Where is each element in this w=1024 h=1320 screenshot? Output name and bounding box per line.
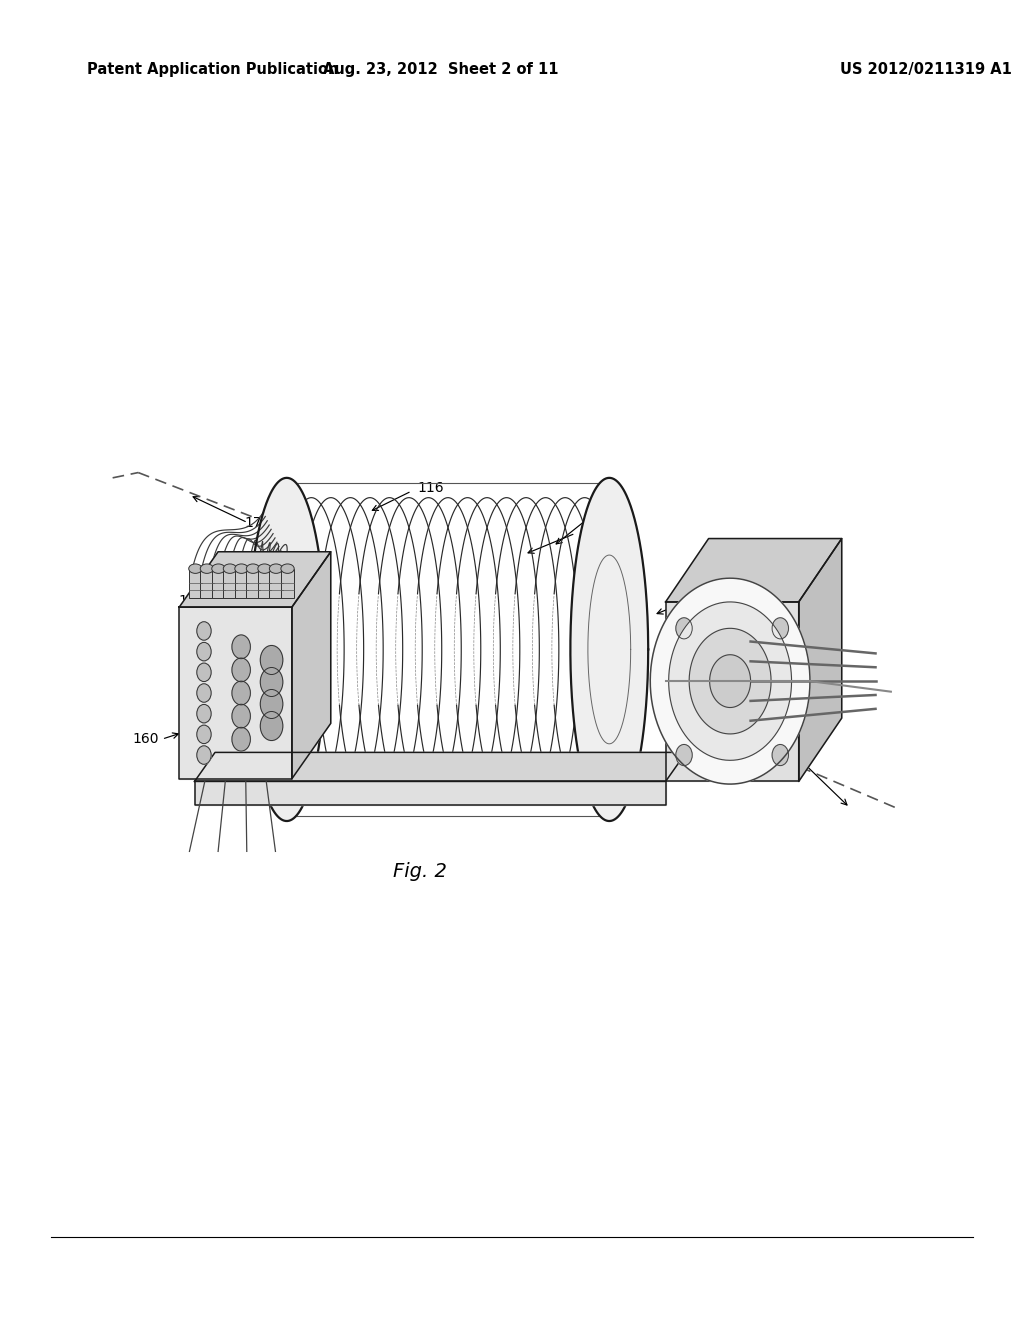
Text: 130: 130: [197, 638, 223, 651]
Circle shape: [197, 663, 211, 681]
Circle shape: [260, 668, 283, 697]
Circle shape: [197, 725, 211, 743]
Text: 140: 140: [604, 502, 631, 515]
Circle shape: [231, 705, 250, 729]
Circle shape: [260, 645, 283, 675]
Bar: [223, 569, 237, 598]
Circle shape: [231, 657, 250, 681]
Text: 132: 132: [254, 772, 281, 785]
Polygon shape: [292, 552, 331, 779]
Circle shape: [231, 635, 250, 659]
Ellipse shape: [234, 564, 248, 573]
Circle shape: [197, 622, 211, 640]
Circle shape: [197, 746, 211, 764]
Polygon shape: [669, 602, 792, 760]
Text: Patent Application Publication: Patent Application Publication: [87, 62, 339, 78]
Ellipse shape: [258, 564, 271, 573]
Text: 116: 116: [418, 482, 444, 495]
Polygon shape: [666, 602, 799, 781]
Text: 112: 112: [739, 663, 766, 676]
Text: 110: 110: [748, 640, 774, 653]
Bar: [234, 569, 248, 598]
Circle shape: [260, 689, 283, 718]
Text: 114: 114: [696, 590, 723, 603]
Polygon shape: [570, 478, 648, 821]
Text: Fig. 2: Fig. 2: [393, 862, 446, 880]
Bar: [269, 569, 283, 598]
Ellipse shape: [212, 564, 225, 573]
Polygon shape: [195, 781, 666, 805]
Polygon shape: [689, 628, 771, 734]
Ellipse shape: [188, 564, 202, 573]
Ellipse shape: [269, 564, 283, 573]
Bar: [258, 569, 271, 598]
Polygon shape: [650, 578, 810, 784]
Bar: [247, 569, 260, 598]
Text: 162: 162: [197, 751, 223, 764]
Ellipse shape: [247, 564, 260, 573]
Text: 104: 104: [512, 779, 539, 792]
Text: 116: 116: [582, 524, 608, 537]
Circle shape: [197, 684, 211, 702]
Ellipse shape: [281, 564, 294, 573]
Circle shape: [260, 711, 283, 741]
Bar: [281, 569, 294, 598]
Circle shape: [676, 618, 692, 639]
Circle shape: [197, 643, 211, 661]
Circle shape: [676, 744, 692, 766]
Bar: [212, 569, 225, 598]
Ellipse shape: [201, 564, 214, 573]
Circle shape: [772, 744, 788, 766]
Text: 114: 114: [178, 594, 205, 607]
Circle shape: [231, 681, 250, 705]
Text: US 2012/0211319 A1: US 2012/0211319 A1: [840, 62, 1012, 78]
Circle shape: [197, 705, 211, 723]
Polygon shape: [195, 752, 686, 781]
Text: 176: 176: [245, 516, 271, 529]
Polygon shape: [179, 607, 292, 779]
Bar: [201, 569, 214, 598]
Circle shape: [231, 727, 250, 751]
Text: 176: 176: [766, 730, 793, 743]
Polygon shape: [179, 552, 331, 607]
Bar: [188, 569, 202, 598]
Polygon shape: [710, 655, 751, 708]
Polygon shape: [248, 478, 326, 821]
Text: Aug. 23, 2012  Sheet 2 of 11: Aug. 23, 2012 Sheet 2 of 11: [323, 62, 558, 78]
Polygon shape: [666, 539, 842, 602]
Ellipse shape: [223, 564, 237, 573]
Circle shape: [772, 618, 788, 639]
Polygon shape: [799, 539, 842, 781]
Text: 160: 160: [132, 733, 159, 746]
